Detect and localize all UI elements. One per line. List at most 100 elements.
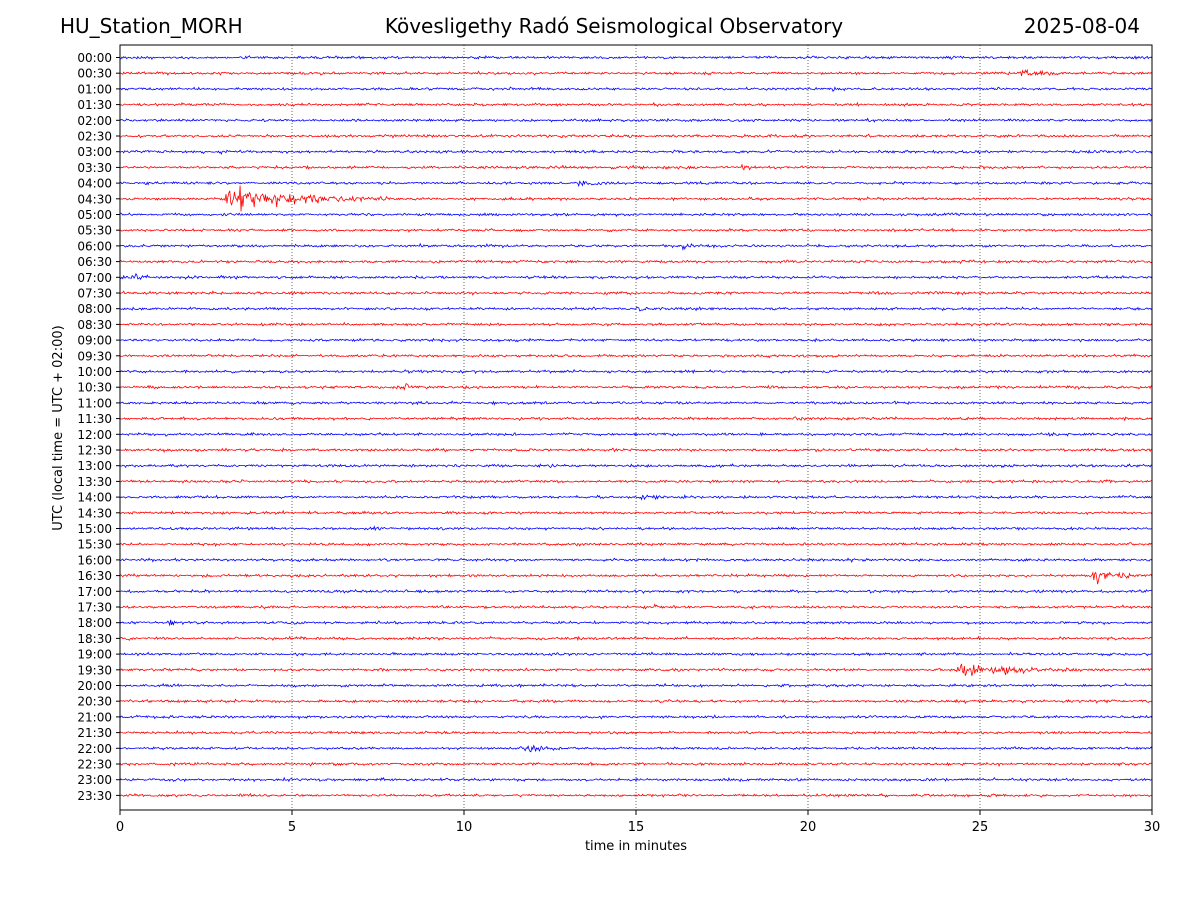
- y-tick-label: 10:00: [77, 365, 112, 379]
- trace-2100: [119, 714, 1153, 720]
- y-tick-label: 14:30: [77, 506, 112, 520]
- y-tick-label: 15:30: [77, 538, 112, 552]
- trace-0400: [119, 180, 1153, 188]
- y-tick-label: 10:30: [77, 381, 112, 395]
- y-tick-label: 16:00: [77, 553, 112, 567]
- y-tick-label: 06:00: [77, 239, 112, 253]
- y-tick-label: 09:30: [77, 349, 112, 363]
- trace-0530: [119, 227, 1153, 233]
- trace-1830: [119, 635, 1153, 642]
- y-tick-label: 11:30: [77, 412, 112, 426]
- y-tick-label: 13:30: [77, 475, 112, 489]
- trace-1530: [119, 541, 1153, 548]
- y-tick-label: 02:00: [77, 114, 112, 128]
- y-tick-label: 18:00: [77, 616, 112, 630]
- trace-2130: [119, 729, 1153, 736]
- y-tick-label: 16:30: [77, 569, 112, 583]
- y-tick-label: 19:30: [77, 663, 112, 677]
- trace-1030: [119, 383, 1153, 391]
- y-tick-label: 17:30: [77, 601, 112, 615]
- y-tick-label: 02:30: [77, 130, 112, 144]
- trace-0730: [119, 290, 1153, 296]
- y-tick-label: 07:30: [77, 287, 112, 301]
- station-name: HU_Station_MORH: [60, 14, 243, 38]
- y-tick-label: 20:00: [77, 679, 112, 693]
- y-tick-label: 11:00: [77, 396, 112, 410]
- y-tick-label: 05:30: [77, 224, 112, 238]
- y-tick-label: 21:30: [77, 726, 112, 740]
- trace-1400: [119, 494, 1153, 501]
- y-tick-label: 04:30: [77, 192, 112, 206]
- gridlines: [291, 45, 981, 810]
- y-tick-label: 03:30: [77, 161, 112, 175]
- y-tick-label: 08:00: [77, 302, 112, 316]
- trace-2200: [119, 744, 1153, 753]
- y-tick-label: 01:00: [77, 82, 112, 96]
- x-tick-label: 30: [1144, 820, 1161, 835]
- y-tick-label: 00:30: [77, 67, 112, 81]
- trace-0430: [119, 185, 1153, 212]
- x-tick-label: 0: [116, 820, 124, 835]
- trace-0200: [119, 117, 1153, 123]
- y-tick-label: 12:00: [77, 428, 112, 442]
- trace-1230: [119, 447, 1153, 454]
- y-tick-label: 23:30: [77, 789, 112, 803]
- trace-0130: [119, 101, 1153, 108]
- y-tick-label: 21:00: [77, 710, 112, 724]
- trace-1200: [119, 431, 1153, 437]
- x-axis: 0 5 10 15 20 25 30: [116, 810, 1160, 835]
- y-tick-label: 22:30: [77, 758, 112, 772]
- trace-0300: [119, 149, 1153, 156]
- y-tick-label: 07:00: [77, 271, 112, 285]
- trace-2030: [119, 698, 1153, 705]
- trace-0630: [119, 259, 1153, 265]
- trace-0230: [119, 133, 1153, 139]
- y-tick-label: 00:00: [77, 51, 112, 65]
- trace-0930: [119, 353, 1153, 359]
- trace-1130: [119, 416, 1153, 422]
- trace-2330: [119, 792, 1153, 798]
- trace-0600: [119, 242, 1153, 251]
- trace-1930: [119, 663, 1153, 676]
- y-tick-label: 13:00: [77, 459, 112, 473]
- trace-1500: [119, 525, 1153, 532]
- y-tick-label: 22:00: [77, 742, 112, 756]
- y-axis-label: UTC (local time = UTC + 02:00): [51, 325, 66, 530]
- trace-0330: [119, 163, 1153, 171]
- x-tick-label: 10: [456, 820, 473, 835]
- trace-0900: [119, 337, 1153, 343]
- trace-2300: [119, 776, 1153, 783]
- trace-0830: [119, 321, 1153, 327]
- x-axis-label: time in minutes: [585, 839, 687, 854]
- trace-0030: [119, 68, 1153, 77]
- trace-1100: [119, 400, 1153, 406]
- y-tick-label: 18:30: [77, 632, 112, 646]
- trace-1900: [119, 651, 1153, 657]
- trace-1800: [119, 619, 1153, 627]
- y-tick-label: 23:00: [77, 773, 112, 787]
- y-tick-label: 03:00: [77, 145, 112, 159]
- trace-1630: [119, 571, 1153, 585]
- x-tick-label: 5: [288, 820, 296, 835]
- trace-1330: [119, 479, 1153, 484]
- y-tick-label: 05:00: [77, 208, 112, 222]
- trace-0000: [119, 54, 1153, 60]
- y-tick-label: 19:00: [77, 648, 112, 662]
- trace-2000: [119, 682, 1153, 689]
- y-tick-label: 17:00: [77, 585, 112, 599]
- trace-1700: [119, 588, 1153, 595]
- y-tick-label: 20:30: [77, 695, 112, 709]
- y-tick-label: 08:30: [77, 318, 112, 332]
- trace-1600: [120, 557, 1153, 563]
- trace-0800: [119, 306, 1153, 312]
- y-tick-label: 12:30: [77, 444, 112, 458]
- y-tick-label: 04:00: [77, 177, 112, 191]
- trace-1300: [119, 463, 1153, 469]
- trace-0700: [119, 272, 1153, 281]
- x-tick-label: 25: [972, 820, 989, 835]
- observatory-title: Kövesligethy Radó Seismological Observat…: [384, 14, 844, 38]
- plot-date: 2025-08-04: [1023, 14, 1140, 38]
- x-tick-label: 15: [628, 820, 645, 835]
